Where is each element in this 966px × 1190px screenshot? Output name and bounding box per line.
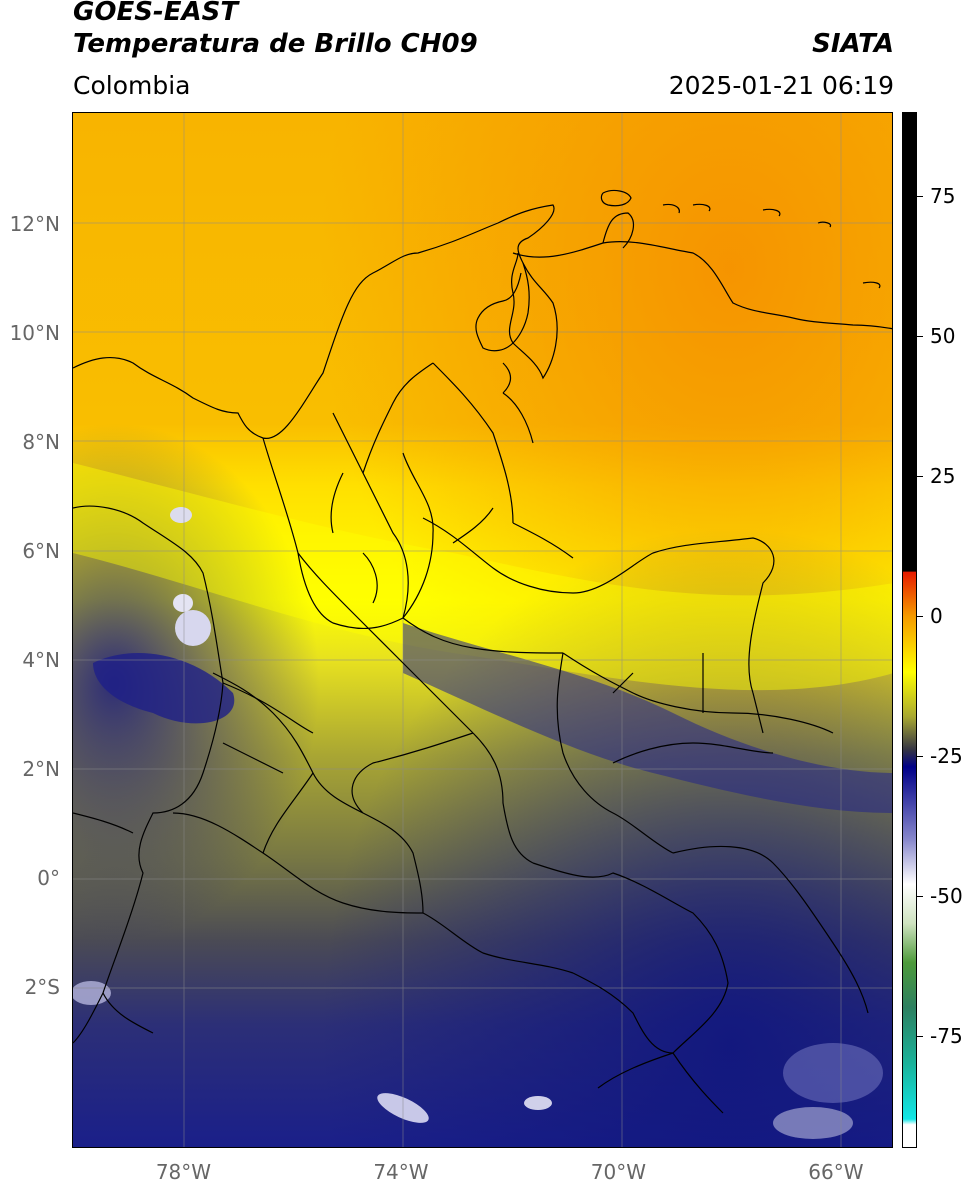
lon-label: 78°W <box>155 1160 212 1184</box>
graticule <box>73 113 892 1147</box>
cloud-top <box>170 507 192 523</box>
lon-label: 66°W <box>808 1160 864 1184</box>
cloud-top <box>175 610 211 646</box>
product-title: Temperatura de Brillo CH09 <box>73 29 478 59</box>
colorbar-tick-mark <box>917 1036 923 1037</box>
colorbar-tick-mark <box>917 756 923 757</box>
colorbar-tick-label: -75 <box>930 1024 963 1048</box>
colorbar-tick-mark <box>917 616 923 617</box>
cloud-top <box>73 981 111 1005</box>
cloud-top <box>173 594 193 612</box>
cloud-top <box>773 1107 853 1139</box>
cloud-cluster <box>93 653 235 724</box>
lat-label: 2°N <box>22 757 60 782</box>
lat-label: 6°N <box>22 538 60 563</box>
colorbar-tick-mark <box>917 896 923 897</box>
lat-label: 4°N <box>22 647 60 672</box>
lat-label: 8°N <box>22 429 60 454</box>
cloud-top <box>524 1096 552 1110</box>
colorbar-tick-label: 0 <box>930 604 943 628</box>
lat-label: 2°S <box>24 975 60 1000</box>
colorbar-tick-label: 75 <box>930 184 956 208</box>
brand-label: SIATA <box>812 29 894 59</box>
lon-label: 70°W <box>590 1160 647 1184</box>
cloud-band <box>403 623 892 813</box>
colorbar-tick-label: 50 <box>930 324 956 348</box>
colorbar <box>902 112 917 1148</box>
colorbar-tick-label: -25 <box>930 744 963 768</box>
boundaries <box>73 189 892 1114</box>
satellite-title: GOES-EAST <box>73 0 239 27</box>
colorbar-tick-mark <box>917 476 923 477</box>
colorbar-tick-label: -50 <box>930 884 963 908</box>
lat-label: 12°N <box>9 211 60 236</box>
lon-label: 74°W <box>373 1160 429 1184</box>
timestamp-label: 2025-01-21 06:19 <box>668 71 894 100</box>
lat-label: 0° <box>37 866 60 891</box>
colorbar-tick-mark <box>917 336 923 337</box>
satellite-image <box>73 113 892 1147</box>
cloud-top <box>783 1043 883 1103</box>
colorbar-tick-label: 25 <box>930 464 956 488</box>
warm-band <box>73 463 892 691</box>
colorbar-tick-mark <box>917 196 923 197</box>
region-label: Colombia <box>73 71 191 100</box>
lat-label: 10°N <box>9 320 60 345</box>
map-panel[interactable] <box>72 112 893 1148</box>
